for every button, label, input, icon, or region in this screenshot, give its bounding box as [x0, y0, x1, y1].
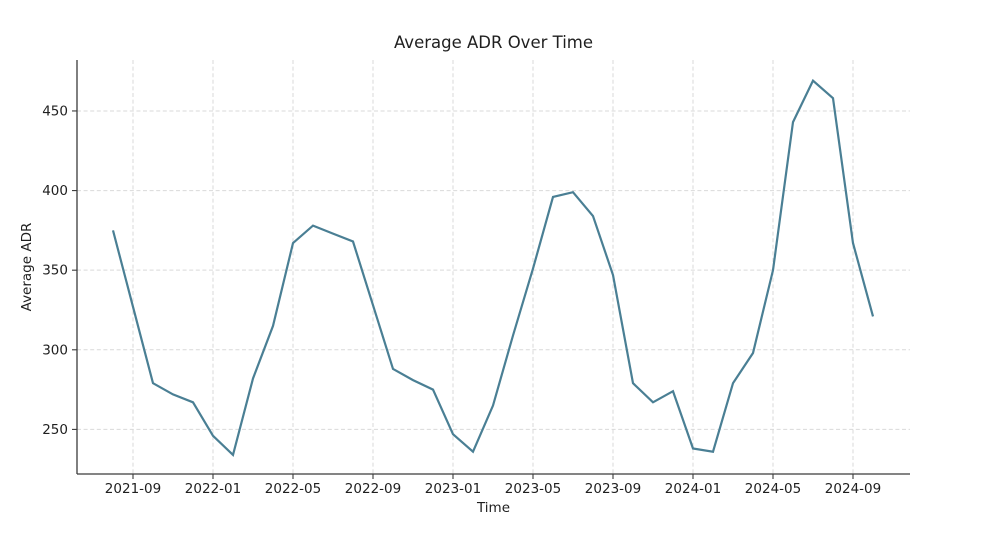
y-tick-label: 350 — [42, 263, 68, 279]
x-tick-label: 2023-01 — [425, 481, 481, 497]
x-tick-label: 2023-09 — [585, 481, 641, 497]
adr-series-line — [111, 78, 875, 457]
x-tick-label: 2023-05 — [505, 481, 561, 497]
x-tick-label: 2021-09 — [105, 481, 161, 497]
chart-title: Average ADR Over Time — [393, 33, 593, 52]
y-tick-label: 450 — [42, 103, 68, 119]
y-tick-label: 250 — [42, 422, 68, 438]
gridlines — [77, 60, 910, 474]
x-axis-label: Time — [476, 500, 511, 516]
axes: 2021-09 2022-01 2022-05 2022-09 2023-01 2023-… — [42, 60, 910, 497]
x-tick-label: 2022-05 — [265, 481, 321, 497]
y-tick-label: 300 — [42, 342, 68, 358]
x-tick-label: 2022-09 — [345, 481, 401, 497]
x-tick-label: 2024-09 — [825, 481, 881, 497]
y-tick-label: 400 — [42, 183, 68, 199]
x-tick-label: 2024-05 — [745, 481, 801, 497]
x-tick-label: 2022-01 — [185, 481, 241, 497]
x-tick-label: 2024-01 — [665, 481, 721, 497]
